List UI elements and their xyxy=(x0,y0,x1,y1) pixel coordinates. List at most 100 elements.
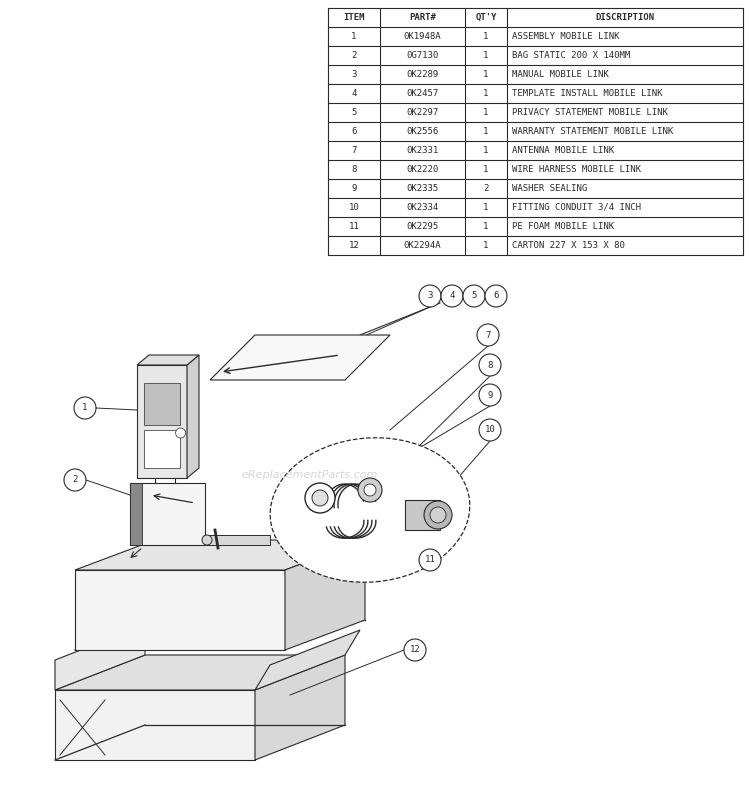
Text: 7: 7 xyxy=(351,146,357,155)
Text: PRIVACY STATEMENT MOBILE LINK: PRIVACY STATEMENT MOBILE LINK xyxy=(512,108,668,117)
Polygon shape xyxy=(255,655,345,760)
Polygon shape xyxy=(75,570,285,650)
Text: 0K1948A: 0K1948A xyxy=(404,32,441,41)
Text: 9: 9 xyxy=(351,184,357,193)
Circle shape xyxy=(364,484,376,496)
Text: 0K2295: 0K2295 xyxy=(406,222,439,231)
Circle shape xyxy=(305,483,335,513)
Text: 4: 4 xyxy=(351,89,357,98)
Text: 0K2294A: 0K2294A xyxy=(404,241,441,250)
Circle shape xyxy=(419,285,441,307)
Text: BAG STATIC 200 X 140MM: BAG STATIC 200 X 140MM xyxy=(512,51,630,60)
Polygon shape xyxy=(144,430,180,468)
Text: 5: 5 xyxy=(351,108,357,117)
Polygon shape xyxy=(137,365,187,478)
Text: 11: 11 xyxy=(424,555,435,565)
Circle shape xyxy=(430,507,446,523)
Circle shape xyxy=(74,397,96,419)
Text: 0K2220: 0K2220 xyxy=(406,165,439,174)
Circle shape xyxy=(312,490,328,506)
Text: WIRE HARNESS MOBILE LINK: WIRE HARNESS MOBILE LINK xyxy=(512,165,641,174)
Circle shape xyxy=(404,639,426,661)
Text: DISCRIPTION: DISCRIPTION xyxy=(596,13,655,22)
Ellipse shape xyxy=(270,437,470,583)
Text: 1: 1 xyxy=(483,70,489,79)
Text: 1: 1 xyxy=(483,89,489,98)
Polygon shape xyxy=(405,500,440,530)
Circle shape xyxy=(424,501,452,529)
Text: 1: 1 xyxy=(483,203,489,212)
Circle shape xyxy=(202,535,212,545)
Text: 11: 11 xyxy=(349,222,359,231)
Circle shape xyxy=(419,549,441,571)
Text: CARTON 227 X 153 X 80: CARTON 227 X 153 X 80 xyxy=(512,241,625,250)
Text: ITEM: ITEM xyxy=(344,13,364,22)
Circle shape xyxy=(463,285,485,307)
Circle shape xyxy=(485,285,507,307)
Text: 3: 3 xyxy=(427,291,433,300)
Text: 0K2335: 0K2335 xyxy=(406,184,439,193)
Polygon shape xyxy=(285,540,365,650)
Circle shape xyxy=(176,428,185,438)
Text: 1: 1 xyxy=(483,165,489,174)
Text: 1: 1 xyxy=(483,222,489,231)
Text: 9: 9 xyxy=(488,391,493,399)
Text: 6: 6 xyxy=(494,291,499,300)
Text: 1: 1 xyxy=(483,108,489,117)
Text: 3: 3 xyxy=(351,70,357,79)
Text: 0K2289: 0K2289 xyxy=(406,70,439,79)
Text: 1: 1 xyxy=(82,404,88,412)
Text: 0K2334: 0K2334 xyxy=(406,203,439,212)
Circle shape xyxy=(441,285,463,307)
Text: 1: 1 xyxy=(483,51,489,60)
Polygon shape xyxy=(205,535,270,545)
Text: PART#: PART# xyxy=(409,13,436,22)
Text: MANUAL MOBILE LINK: MANUAL MOBILE LINK xyxy=(512,70,609,79)
Text: WASHER SEALING: WASHER SEALING xyxy=(512,184,587,193)
Polygon shape xyxy=(210,335,390,380)
Text: WARRANTY STATEMENT MOBILE LINK: WARRANTY STATEMENT MOBILE LINK xyxy=(512,127,674,136)
Text: 2: 2 xyxy=(72,475,78,484)
Text: 10: 10 xyxy=(484,425,495,434)
Polygon shape xyxy=(187,355,199,478)
Text: 0K2297: 0K2297 xyxy=(406,108,439,117)
Text: 0K2457: 0K2457 xyxy=(406,89,439,98)
Text: 12: 12 xyxy=(349,241,359,250)
Text: QT'Y: QT'Y xyxy=(476,13,496,22)
Text: 1: 1 xyxy=(351,32,357,41)
Text: PE FOAM MOBILE LINK: PE FOAM MOBILE LINK xyxy=(512,222,614,231)
Text: 0K2556: 0K2556 xyxy=(406,127,439,136)
Text: 1: 1 xyxy=(483,241,489,250)
Polygon shape xyxy=(130,483,205,545)
Text: 10: 10 xyxy=(349,203,359,212)
Text: 6: 6 xyxy=(351,127,357,136)
Text: 5: 5 xyxy=(471,291,477,300)
Text: TEMPLATE INSTALL MOBILE LINK: TEMPLATE INSTALL MOBILE LINK xyxy=(512,89,662,98)
Polygon shape xyxy=(55,690,255,760)
Text: 8: 8 xyxy=(488,361,493,370)
Text: ASSEMBLY MOBILE LINK: ASSEMBLY MOBILE LINK xyxy=(512,32,619,41)
Polygon shape xyxy=(130,483,142,545)
Text: 1: 1 xyxy=(483,127,489,136)
Text: eReplacementParts.com: eReplacementParts.com xyxy=(242,470,378,480)
Circle shape xyxy=(64,469,86,491)
Polygon shape xyxy=(55,655,345,690)
Circle shape xyxy=(477,324,499,346)
Polygon shape xyxy=(75,540,365,570)
Polygon shape xyxy=(144,383,180,425)
Text: 4: 4 xyxy=(449,291,454,300)
Text: 2: 2 xyxy=(351,51,357,60)
Circle shape xyxy=(479,419,501,441)
Polygon shape xyxy=(255,630,360,690)
Text: 12: 12 xyxy=(410,646,420,654)
Text: ANTENNA MOBILE LINK: ANTENNA MOBILE LINK xyxy=(512,146,614,155)
Text: 0K2331: 0K2331 xyxy=(406,146,439,155)
Circle shape xyxy=(358,478,382,502)
Text: 7: 7 xyxy=(485,331,490,340)
Text: 1: 1 xyxy=(483,32,489,41)
Circle shape xyxy=(479,354,501,376)
Text: 8: 8 xyxy=(351,165,357,174)
Text: 2: 2 xyxy=(483,184,489,193)
Text: 0G7130: 0G7130 xyxy=(406,51,439,60)
Circle shape xyxy=(479,384,501,406)
